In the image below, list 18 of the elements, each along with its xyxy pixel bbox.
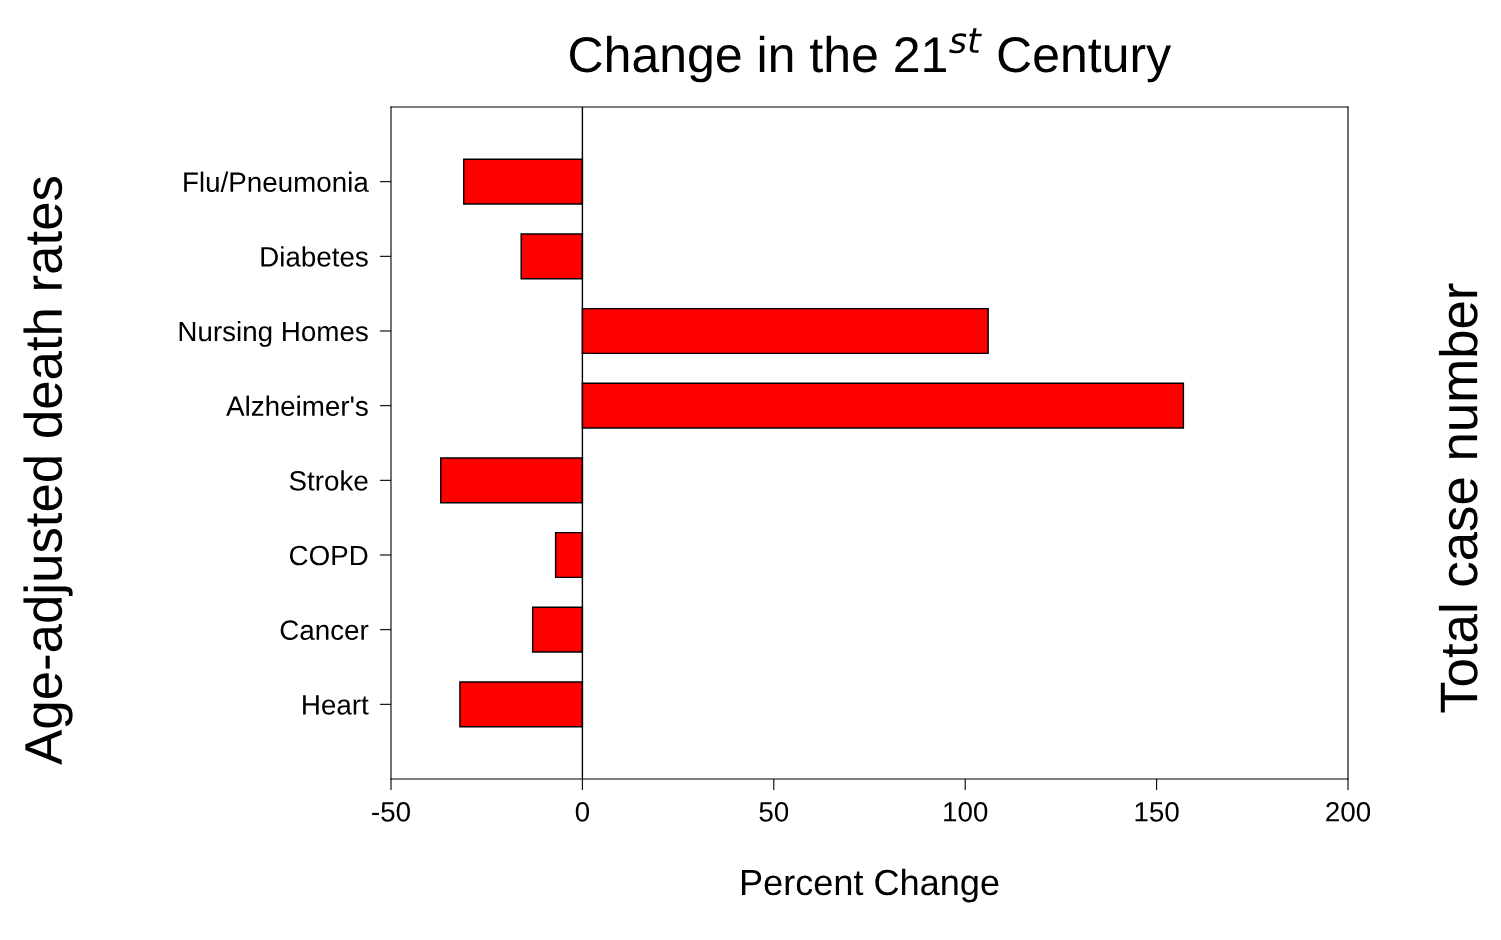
x-tick-label: 0 (575, 801, 590, 822)
x-tick-label: -50 (372, 801, 410, 822)
x-axis-title: Percent Change (741, 868, 999, 903)
y-tick-label: Alzheimer's (226, 395, 368, 417)
x-tick-label: 150 (1135, 801, 1179, 822)
y-axis-title: Age-adjusted death rates (23, 177, 73, 765)
x-tick-label: 100 (944, 801, 988, 822)
y-tick-label: COPD (289, 545, 368, 566)
x-tick-label: 50 (759, 801, 789, 822)
y-tick-label: Diabetes (261, 246, 368, 267)
y-tick-label: Heart (303, 695, 369, 715)
chart-title: Change in the 21$^{st}$ Century (570, 28, 1172, 83)
y-tick-label: Stroke (289, 470, 368, 491)
x-tick-label: 200 (1326, 801, 1371, 822)
y-tick-label: Cancer (280, 620, 369, 641)
y-tick-label: Flu/Pneumonia (184, 171, 369, 193)
y2-axis-title: Total case number (1438, 283, 1478, 713)
y-tick-label: Nursing Homes (179, 320, 368, 347)
